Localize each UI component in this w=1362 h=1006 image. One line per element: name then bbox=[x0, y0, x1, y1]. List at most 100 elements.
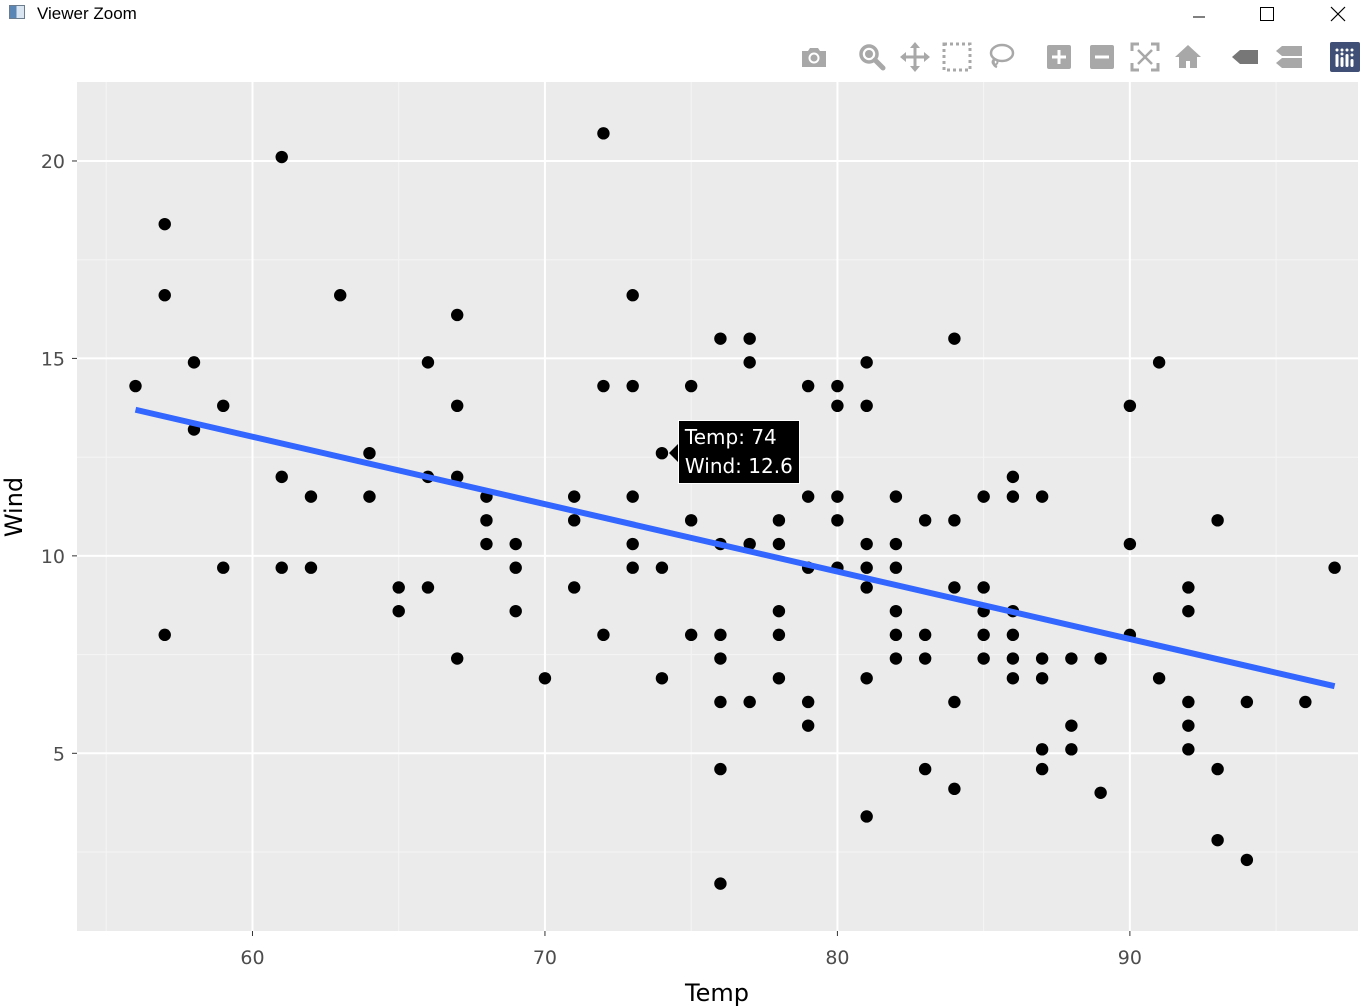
data-point[interactable] bbox=[714, 332, 727, 345]
data-point[interactable] bbox=[392, 604, 405, 618]
download-plot-button[interactable] bbox=[797, 40, 831, 74]
data-point[interactable] bbox=[597, 628, 610, 642]
data-point[interactable] bbox=[1211, 833, 1224, 847]
hover-closest-button[interactable] bbox=[1228, 40, 1262, 74]
data-point[interactable] bbox=[860, 581, 873, 594]
data-point[interactable] bbox=[1006, 672, 1020, 685]
data-point[interactable] bbox=[918, 762, 932, 776]
data-point[interactable] bbox=[889, 561, 903, 574]
data-point[interactable] bbox=[655, 561, 669, 574]
data-point[interactable] bbox=[860, 810, 873, 823]
data-point[interactable] bbox=[1006, 628, 1020, 642]
data-point[interactable] bbox=[626, 561, 639, 574]
data-point[interactable] bbox=[743, 537, 756, 551]
data-point[interactable] bbox=[567, 514, 581, 527]
data-point[interactable] bbox=[977, 652, 990, 665]
data-point[interactable] bbox=[480, 537, 493, 551]
data-point[interactable] bbox=[1182, 695, 1195, 709]
data-point[interactable] bbox=[772, 537, 786, 551]
data-point[interactable] bbox=[1211, 514, 1224, 527]
data-point[interactable] bbox=[1299, 695, 1312, 709]
data-point[interactable] bbox=[1094, 652, 1107, 665]
data-point[interactable] bbox=[860, 399, 873, 413]
data-point[interactable] bbox=[889, 628, 903, 642]
data-point[interactable] bbox=[831, 399, 844, 413]
data-point[interactable] bbox=[918, 514, 932, 527]
data-point[interactable] bbox=[597, 127, 610, 140]
data-point[interactable] bbox=[626, 490, 639, 503]
reset-axes-button[interactable] bbox=[1171, 40, 1205, 74]
data-point[interactable] bbox=[801, 695, 815, 709]
data-point[interactable] bbox=[626, 537, 639, 551]
data-point[interactable] bbox=[158, 628, 171, 642]
data-point[interactable] bbox=[304, 490, 318, 503]
data-point[interactable] bbox=[948, 332, 961, 345]
data-point[interactable] bbox=[801, 719, 815, 732]
data-point[interactable] bbox=[714, 695, 727, 709]
data-point[interactable] bbox=[363, 490, 376, 503]
data-point[interactable] bbox=[1182, 604, 1195, 618]
data-point[interactable] bbox=[626, 379, 639, 393]
zoom-in-button[interactable] bbox=[1042, 40, 1076, 74]
box-select-button[interactable] bbox=[940, 40, 974, 74]
data-point[interactable] bbox=[451, 652, 464, 665]
data-point[interactable] bbox=[918, 628, 932, 642]
data-point[interactable] bbox=[743, 356, 756, 369]
data-point[interactable] bbox=[275, 150, 288, 164]
data-point[interactable] bbox=[831, 490, 844, 503]
data-point[interactable] bbox=[684, 514, 698, 527]
data-point[interactable] bbox=[1211, 762, 1224, 776]
data-point[interactable] bbox=[977, 581, 990, 594]
data-point[interactable] bbox=[1065, 719, 1078, 732]
minimize-button[interactable] bbox=[1176, 0, 1222, 28]
data-point[interactable] bbox=[1035, 743, 1049, 756]
data-point[interactable] bbox=[567, 490, 581, 503]
data-point[interactable] bbox=[217, 399, 230, 413]
data-point[interactable] bbox=[977, 628, 990, 642]
data-point[interactable] bbox=[451, 470, 464, 484]
data-point[interactable] bbox=[626, 289, 639, 302]
data-point[interactable] bbox=[538, 672, 552, 685]
data-point[interactable] bbox=[889, 652, 903, 665]
data-point[interactable] bbox=[451, 399, 464, 413]
data-point[interactable] bbox=[1182, 581, 1195, 594]
data-point[interactable] bbox=[860, 537, 873, 551]
data-point[interactable] bbox=[275, 561, 288, 574]
data-point[interactable] bbox=[743, 695, 756, 709]
data-point[interactable] bbox=[129, 379, 142, 393]
data-point[interactable] bbox=[1035, 652, 1049, 665]
data-point[interactable] bbox=[860, 561, 873, 574]
zoom-button[interactable] bbox=[855, 40, 889, 74]
data-point[interactable] bbox=[889, 604, 903, 618]
data-point[interactable] bbox=[684, 379, 698, 393]
data-point[interactable] bbox=[772, 672, 786, 685]
data-point[interactable] bbox=[421, 581, 435, 594]
data-point[interactable] bbox=[1035, 490, 1049, 503]
data-point[interactable] bbox=[948, 782, 961, 796]
data-point[interactable] bbox=[655, 446, 669, 460]
close-button[interactable] bbox=[1315, 0, 1361, 28]
data-point[interactable] bbox=[1065, 743, 1078, 756]
autoscale-button[interactable] bbox=[1128, 40, 1162, 74]
data-point[interactable] bbox=[772, 604, 786, 618]
data-point[interactable] bbox=[1035, 672, 1049, 685]
data-point[interactable] bbox=[714, 628, 727, 642]
data-point[interactable] bbox=[889, 490, 903, 503]
data-point[interactable] bbox=[1182, 743, 1195, 756]
data-point[interactable] bbox=[831, 514, 844, 527]
data-point[interactable] bbox=[1240, 695, 1254, 709]
plotly-logo-button[interactable] bbox=[1328, 40, 1362, 74]
data-point[interactable] bbox=[363, 446, 376, 460]
data-point[interactable] bbox=[1094, 786, 1107, 799]
data-point[interactable] bbox=[597, 379, 610, 393]
data-point[interactable] bbox=[860, 672, 873, 685]
data-point[interactable] bbox=[509, 561, 522, 574]
data-point[interactable] bbox=[1035, 762, 1049, 776]
data-point[interactable] bbox=[1152, 672, 1166, 685]
data-point[interactable] bbox=[509, 604, 522, 618]
data-point[interactable] bbox=[158, 289, 171, 302]
data-point[interactable] bbox=[801, 379, 815, 393]
hover-compare-button[interactable] bbox=[1272, 40, 1306, 74]
data-point[interactable] bbox=[1328, 561, 1341, 574]
